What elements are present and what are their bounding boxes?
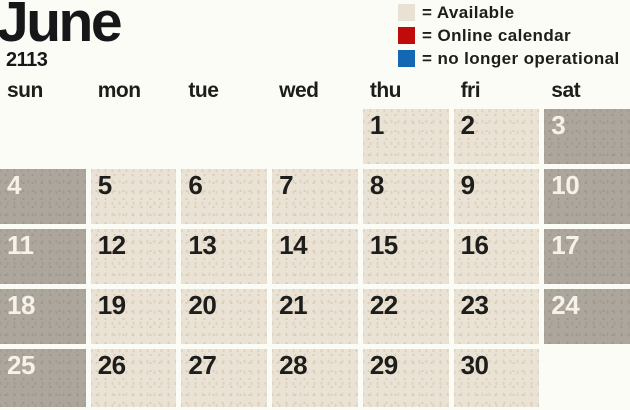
legend-item-no-longer-operational: = no longer operational	[398, 47, 620, 70]
month-title: June	[0, 0, 123, 54]
day-cell-24[interactable]: 24	[544, 289, 630, 344]
day-cell-29[interactable]: 29	[363, 349, 449, 407]
no-longer-operational-swatch-icon	[398, 50, 415, 67]
day-cell-18[interactable]: 18	[0, 289, 86, 344]
day-cell-empty	[544, 349, 630, 407]
day-cell-22[interactable]: 22	[363, 289, 449, 344]
available-swatch-icon	[398, 4, 415, 21]
day-cell-8[interactable]: 8	[363, 169, 449, 224]
legend-item-available: = Available	[398, 1, 620, 24]
day-cell-empty	[91, 109, 177, 164]
day-cell-9[interactable]: 9	[454, 169, 540, 224]
day-cell-10[interactable]: 10	[544, 169, 630, 224]
day-cell-7[interactable]: 7	[272, 169, 358, 224]
day-cell-16[interactable]: 16	[454, 229, 540, 284]
day-cell-28[interactable]: 28	[272, 349, 358, 407]
legend: = Available = Online calendar = no longe…	[398, 1, 620, 70]
day-cell-20[interactable]: 20	[181, 289, 268, 344]
weekday-label-mon: mon	[97, 79, 141, 102]
weekday-label-sat: sat	[551, 79, 581, 102]
day-cell-5[interactable]: 5	[91, 169, 177, 224]
weekday-label-sun: sun	[7, 79, 43, 102]
day-cell-6[interactable]: 6	[181, 169, 268, 224]
day-cell-13[interactable]: 13	[181, 229, 268, 284]
day-cell-15[interactable]: 15	[363, 229, 449, 284]
day-cell-26[interactable]: 26	[91, 349, 177, 407]
day-cell-4[interactable]: 4	[0, 169, 86, 224]
day-cell-23[interactable]: 23	[454, 289, 540, 344]
legend-label-available: = Available	[422, 2, 515, 22]
legend-label-no-longer-operational: = no longer operational	[422, 48, 620, 68]
day-cell-27[interactable]: 27	[181, 349, 268, 407]
online-calendar-swatch-icon	[398, 27, 415, 44]
weekday-label-tue: tue	[188, 79, 219, 102]
day-cell-14[interactable]: 14	[272, 229, 358, 284]
day-cell-2[interactable]: 2	[454, 109, 540, 164]
day-cell-30[interactable]: 30	[454, 349, 540, 407]
day-cell-11[interactable]: 11	[0, 229, 86, 284]
year-label: 2113	[6, 49, 48, 71]
weekday-label-wed: wed	[279, 79, 319, 102]
day-cell-17[interactable]: 17	[544, 229, 630, 284]
day-cell-25[interactable]: 25	[0, 349, 86, 407]
weekday-label-thu: thu	[369, 79, 402, 102]
day-cell-1[interactable]: 1	[363, 109, 449, 164]
day-cell-12[interactable]: 12	[91, 229, 177, 284]
weekday-label-fri: fri	[460, 79, 481, 102]
calendar-grid: sun mon tue wed thu fri sat 1 2 3 4 5 6 …	[0, 80, 630, 407]
legend-label-online-calendar: = Online calendar	[422, 25, 571, 45]
legend-item-online-calendar: = Online calendar	[398, 24, 620, 47]
day-cell-empty	[181, 109, 267, 164]
day-cell-19[interactable]: 19	[91, 289, 177, 344]
day-cell-empty	[272, 109, 358, 164]
day-cell-empty	[0, 109, 86, 164]
day-cell-3[interactable]: 3	[544, 109, 630, 164]
day-cell-21[interactable]: 21	[272, 289, 358, 344]
